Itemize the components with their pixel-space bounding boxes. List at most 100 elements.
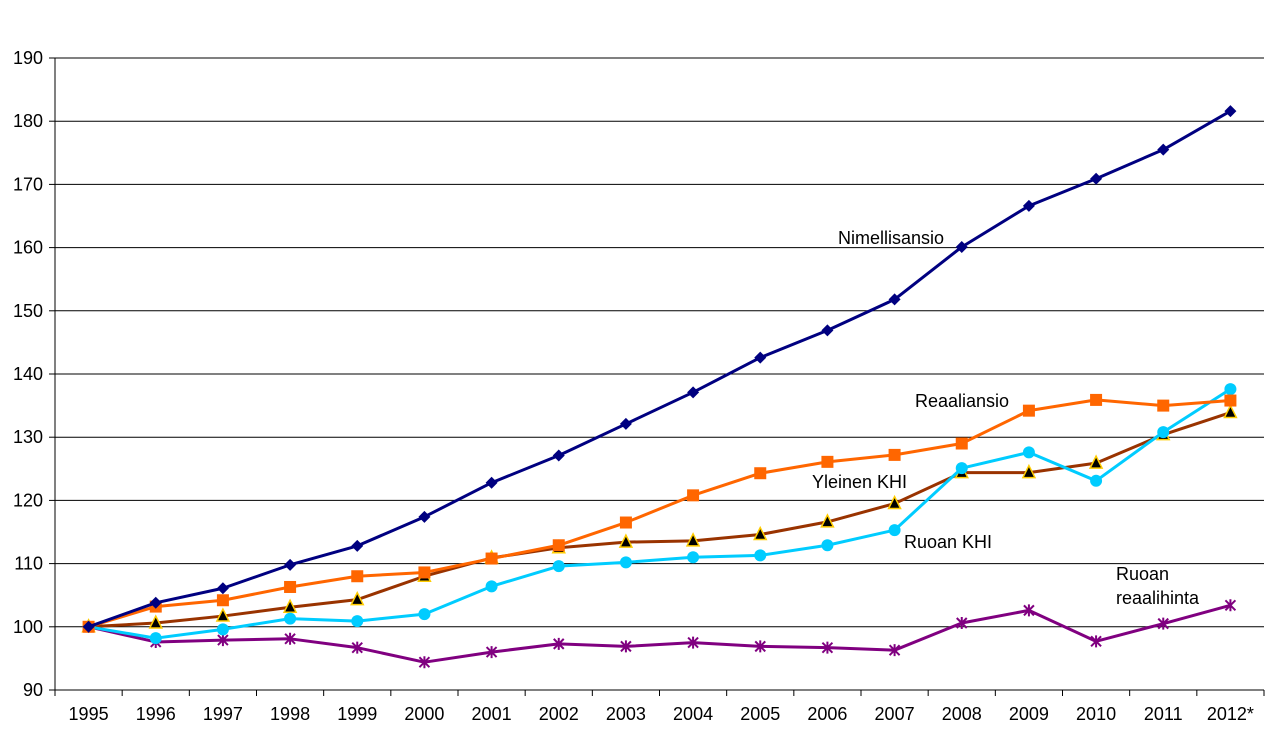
data-point-yleinen-khi [1021,463,1037,479]
data-point-ruoan-khi [888,524,901,537]
series-line-ruoan-khi [88,387,1232,640]
data-point-yleinen-khi [618,533,634,548]
data-point-nimellisansio [821,324,834,337]
x-tick-label: 2005 [740,704,780,724]
y-tick-labels: 90 100 110 120 130 140 150 160 170 180 190 [13,48,43,700]
data-point-ruoan-reaalihinta [485,646,498,659]
data-point-reaaliansio [687,489,700,502]
data-point-reaaliansio [619,516,632,529]
data-point-ruoan-reaalihinta [620,640,632,653]
data-point-ruoan-reaalihinta [687,636,699,649]
data-point-reaaliansio [754,467,767,480]
y-tick-label: 150 [13,301,43,321]
data-point-nimellisansio [552,449,565,462]
x-tick-label: 2012* [1207,704,1254,724]
data-point-nimellisansio [418,510,431,523]
data-point-ruoan-khi [955,462,968,475]
data-point-ruoan-reaalihinta [956,617,968,630]
x-tick-label: 2000 [404,704,444,724]
data-point-reaaliansio [888,448,901,461]
data-point-ruoan-khi [1224,383,1237,396]
x-tick-label: 2010 [1076,704,1116,724]
data-point-nimellisansio [955,240,968,253]
data-point-ruoan-khi [351,615,364,628]
y-tick-label: 100 [13,617,43,637]
data-point-nimellisansio [1022,199,1035,212]
data-point-nimellisansio [216,582,229,595]
data-point-yleinen-khi [1088,454,1104,469]
x-tick-label: 2004 [673,704,713,724]
series-nimellisansio [82,105,1237,633]
data-point-yleinen-khi [350,590,365,606]
annotation-ruoan-reaalihinta-line2: reaalihinta [1116,588,1200,608]
data-point-ruoan-khi [216,623,229,636]
data-point-yleinen-khi [887,494,902,510]
x-tick-label: 1996 [136,704,176,724]
data-point-nimellisansio [149,596,162,609]
data-point-ruoan-khi [284,612,297,625]
data-point-reaaliansio [418,566,431,579]
data-point-ruoan-khi [687,551,700,564]
data-point-ruoan-khi [619,556,632,569]
data-point-ruoan-khi [149,632,162,645]
annotation-ruoan-khi: Ruoan KHI [904,532,992,552]
data-point-nimellisansio [82,620,95,633]
data-point-ruoan-reaalihinta [1224,599,1237,612]
x-tick-label: 1995 [69,704,109,724]
series-reaaliansio [82,393,1237,633]
y-tick-label: 110 [14,554,43,574]
data-point-nimellisansio [485,476,498,489]
data-point-reaaliansio [821,455,834,468]
gridlines [49,57,1265,696]
data-point-nimellisansio [687,386,700,399]
data-point-ruoan-reaalihinta [1157,617,1169,630]
x-tick-label: 2009 [1009,704,1049,724]
x-tick-label: 2002 [539,704,579,724]
y-tick-label: 140 [13,364,43,384]
data-point-reaaliansio [955,437,968,450]
data-point-reaaliansio [284,580,297,593]
y-tick-label: 120 [13,490,43,510]
data-point-nimellisansio [888,293,901,306]
x-tick-label: 2008 [942,704,982,724]
x-tick-label: 2001 [472,704,512,724]
data-point-ruoan-khi [1022,446,1035,459]
annotation-nimellisansio: Nimellisansio [838,228,944,248]
data-point-reaaliansio [1022,404,1035,417]
data-point-nimellisansio [754,351,767,364]
data-point-ruoan-khi [1090,474,1103,487]
data-point-ruoan-reaalihinta [1090,635,1102,648]
data-point-reaaliansio [1090,393,1103,406]
data-point-yleinen-khi [685,532,701,547]
series-yleinen-khi [81,403,1238,633]
y-tick-label: 160 [13,238,43,258]
data-point-nimellisansio [351,539,364,552]
annotation-reaaliansio: Reaaliansio [915,391,1009,411]
data-point-ruoan-reaalihinta [754,640,766,653]
annotation-yleinen-khi: Yleinen KHI [812,472,907,492]
x-tick-label: 1998 [270,704,310,724]
y-tick-label: 170 [13,174,43,194]
data-point-yleinen-khi [148,614,163,629]
data-point-ruoan-reaalihinta [888,644,901,657]
data-point-ruoan-reaalihinta [418,656,431,669]
x-tick-label: 2007 [875,704,915,724]
series-line-yleinen-khi [88,411,1231,629]
data-point-reaaliansio [216,594,229,607]
data-point-nimellisansio [619,417,632,430]
data-point-ruoan-reaalihinta [1023,604,1035,617]
data-point-ruoan-reaalihinta [553,637,565,650]
axes [54,58,1264,691]
data-point-ruoan-reaalihinta [284,632,296,645]
x-tick-label: 2011 [1144,704,1183,724]
data-point-yleinen-khi [282,598,298,613]
data-point-reaaliansio [1157,399,1170,412]
data-point-yleinen-khi [215,607,231,622]
data-point-ruoan-khi [418,608,431,621]
series-line-reaaliansio [88,398,1231,629]
series-ruoan-khi [82,383,1237,645]
data-point-ruoan-khi [821,539,834,552]
data-point-nimellisansio [1157,143,1170,156]
data-point-yleinen-khi [1223,403,1238,419]
